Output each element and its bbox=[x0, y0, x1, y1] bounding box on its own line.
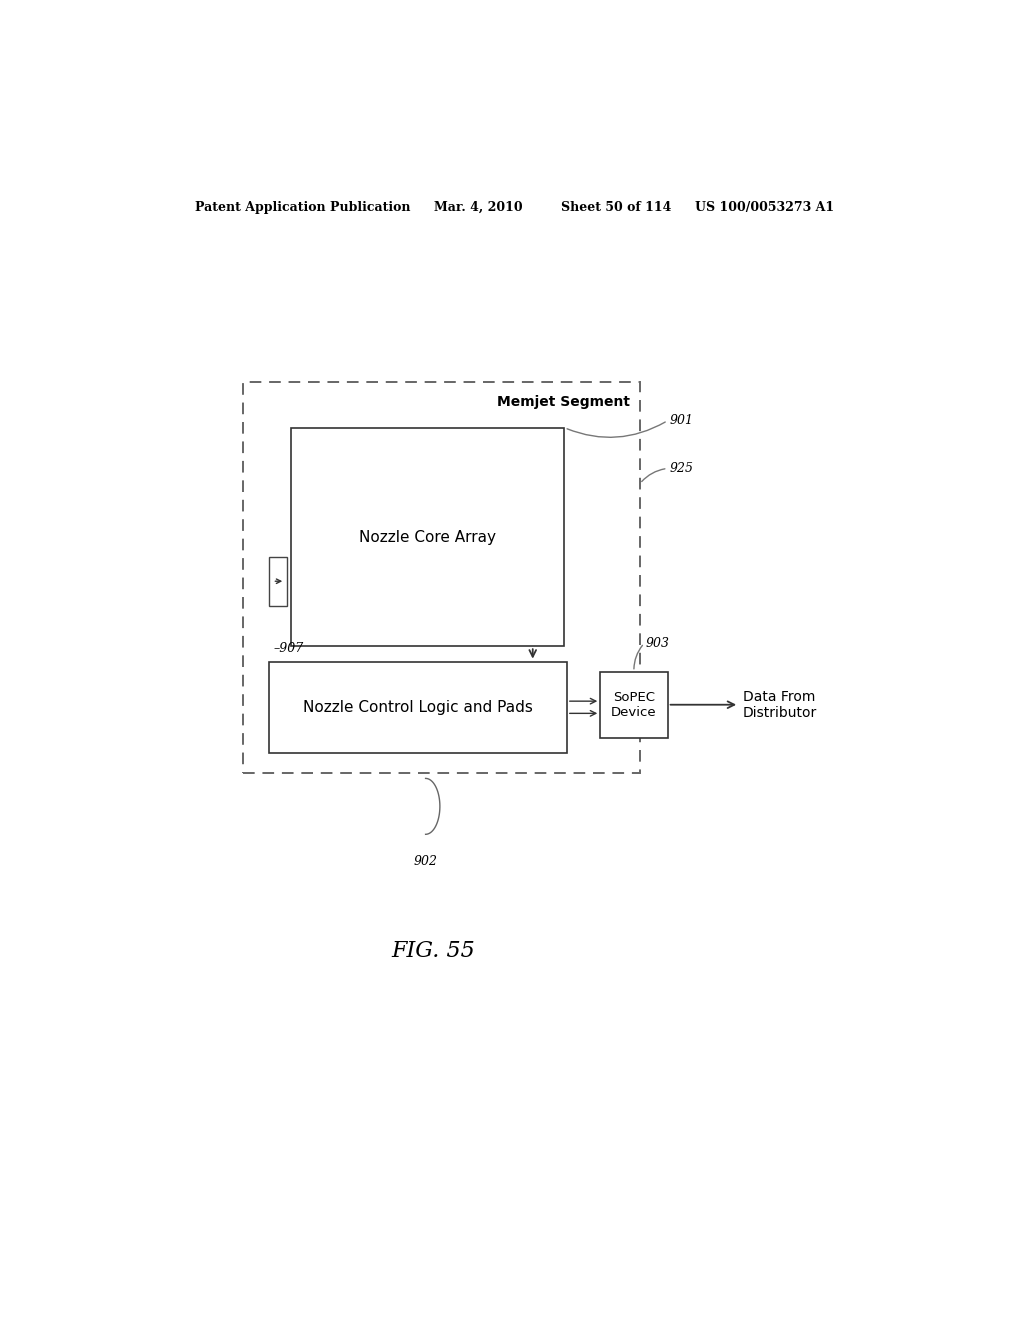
Text: Nozzle Core Array: Nozzle Core Array bbox=[359, 529, 496, 545]
Text: Memjet Segment: Memjet Segment bbox=[498, 395, 631, 409]
Text: Sheet 50 of 114: Sheet 50 of 114 bbox=[560, 201, 671, 214]
Text: SoPEC
Device: SoPEC Device bbox=[611, 690, 656, 718]
Text: Patent Application Publication: Patent Application Publication bbox=[196, 201, 411, 214]
Bar bbox=[269, 557, 287, 606]
Bar bbox=[269, 661, 567, 752]
Text: Data From
Distributor: Data From Distributor bbox=[743, 689, 817, 719]
Text: FIG. 55: FIG. 55 bbox=[391, 940, 475, 962]
Text: Mar. 4, 2010: Mar. 4, 2010 bbox=[433, 201, 522, 214]
Text: –907: –907 bbox=[273, 643, 303, 656]
Text: 901: 901 bbox=[670, 414, 693, 428]
Bar bbox=[243, 381, 640, 774]
Text: 925: 925 bbox=[670, 462, 693, 475]
Text: Nozzle Control Logic and Pads: Nozzle Control Logic and Pads bbox=[303, 700, 534, 714]
Bar bbox=[600, 672, 668, 738]
Text: US 100/0053273 A1: US 100/0053273 A1 bbox=[695, 201, 835, 214]
Text: 903: 903 bbox=[646, 636, 670, 649]
Bar bbox=[291, 428, 564, 647]
Text: 902: 902 bbox=[414, 854, 437, 867]
